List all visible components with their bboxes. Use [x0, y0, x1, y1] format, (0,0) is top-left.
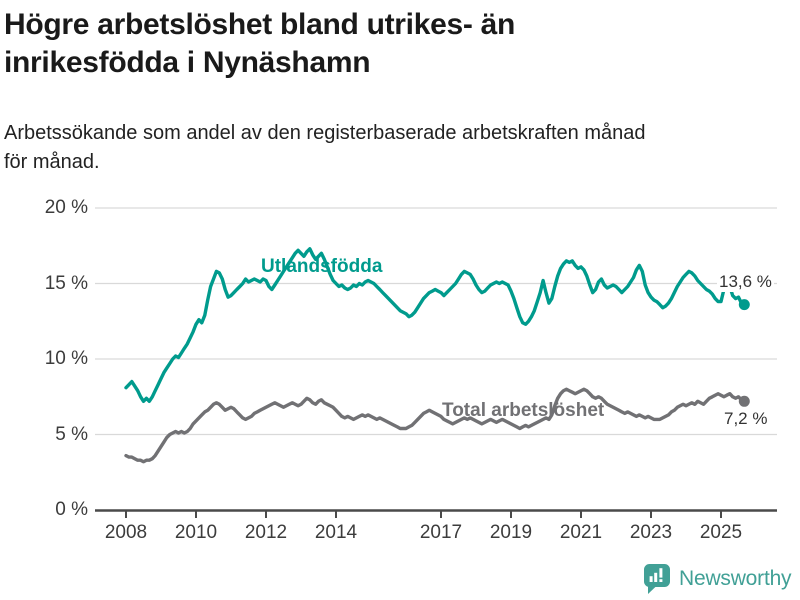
x-tick-label-2025: 2025	[699, 522, 743, 543]
x-tick-label-2008: 2008	[104, 522, 148, 543]
x-tick-label-2012: 2012	[244, 522, 288, 543]
y-tick-label-10: 10 %	[44, 348, 88, 369]
page-title: Högre arbetslöshet bland utrikes- än inr…	[4, 6, 764, 82]
newsworthy-logo: Newsworthy	[643, 563, 792, 595]
x-tick-label-2021: 2021	[559, 522, 603, 543]
chart-subtitle-line2: för månad.	[4, 151, 100, 173]
end-value-label-total: 7,2 %	[722, 409, 770, 429]
x-tick-label-2023: 2023	[629, 522, 673, 543]
series-line-utlandsfödda	[124, 247, 746, 403]
series-end-dot-utlandsfödda	[738, 299, 750, 311]
y-tick-label-15: 15 %	[44, 272, 88, 294]
page-title-line2: inrikesfödda i Nynäshamn	[4, 46, 371, 79]
chart-subtitle-line1: Arbetssökande som andel av den registerb…	[4, 122, 646, 144]
y-tick-label-20: 20 %	[44, 197, 88, 218]
series-end-dot-total-arbetslöshet	[738, 395, 750, 407]
x-tick-label-2019: 2019	[489, 522, 533, 543]
x-tick-label-2017: 2017	[419, 522, 463, 543]
x-tick-label-2010: 2010	[174, 522, 218, 543]
series-label-utlandsfodda: Utlandsfödda	[261, 256, 383, 277]
series-line-total-arbetslöshet	[124, 387, 746, 464]
series-label-total-arbetsloshet: Total arbetslöshet	[442, 400, 605, 421]
newsworthy-brand-text: Newsworthy	[679, 567, 792, 590]
newsworthy-speech-bubble-icon	[644, 564, 670, 594]
y-tick-label-0: 0 %	[55, 499, 88, 520]
x-tick-label-2014: 2014	[314, 522, 358, 543]
chart-subtitle: Arbetssökande som andel av den registerb…	[4, 119, 792, 177]
y-tick-label-5: 5 %	[55, 423, 88, 445]
page-title-line1: Högre arbetslöshet bland utrikes- än	[4, 8, 515, 41]
end-value-label-utlandsfodda: 13,6 %	[717, 272, 774, 292]
